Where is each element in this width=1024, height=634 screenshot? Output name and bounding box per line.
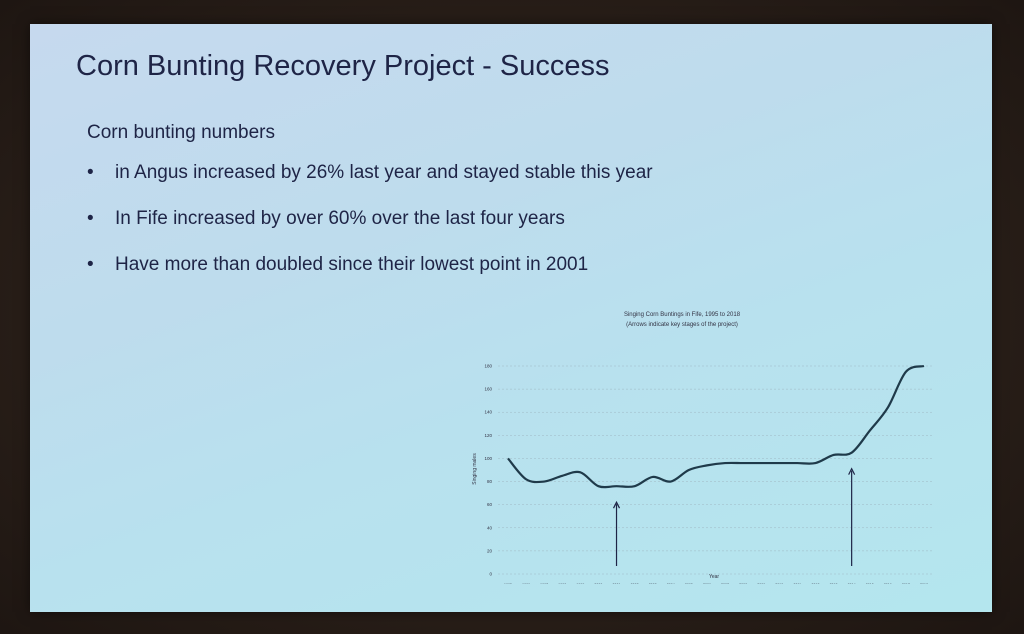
y-axis-label: Singing males [472, 453, 478, 485]
y-tick-label: 140 [484, 410, 492, 415]
bullet-text: Have more than doubled since their lowes… [115, 254, 589, 275]
bullet-dot-icon: • [87, 162, 94, 183]
x-tick-label: 2009 [757, 583, 765, 584]
y-axis: 0 20 40 60 80 100 120 140 160 180 [484, 364, 492, 577]
x-tick-label: 1995 [504, 583, 512, 584]
x-tick-label: 2006 [703, 583, 711, 584]
x-tick-label: 2017 [902, 583, 910, 584]
y-tick-label: 0 [489, 572, 492, 577]
corn-bunting-chart: Singing Corn Buntings in Fife, 1995 to 2… [472, 312, 932, 584]
bullet-list: • in Angus increased by 26% last year and… [87, 162, 653, 300]
bullet-item: • In Fife increased by over 60% over the … [87, 208, 653, 254]
project-stage-arrow [612, 500, 621, 566]
x-tick-label: 1996 [522, 583, 530, 584]
project-stage-arrow [848, 467, 856, 566]
y-tick-label: 100 [484, 456, 492, 461]
y-tick-label: 40 [487, 525, 493, 530]
x-tick-label: 1998 [558, 583, 566, 584]
x-tick-label: 2010 [775, 583, 783, 584]
y-tick-label: 20 [487, 548, 493, 553]
x-tick-label: 1997 [540, 583, 548, 584]
bullet-item: • Have more than doubled since their lowe… [87, 254, 653, 300]
x-tick-label: 2001 [613, 583, 621, 584]
bullet-dot-icon: • [87, 254, 94, 275]
slide-title: Corn Bunting Recovery Project - Success [76, 50, 610, 82]
chart-grid [498, 365, 932, 575]
bullet-item: • in Angus increased by 26% last year and… [87, 162, 653, 208]
x-axis-label: Year [709, 574, 719, 580]
x-tick-label: 2011 [794, 583, 802, 584]
x-axis: 1995 1996 1997 1998 1999 2000 2001 2002 2003 2004… [504, 583, 928, 584]
chart-title: Singing Corn Buntings in Fife, 1995 to 2… [624, 312, 741, 318]
x-tick-label: 2000 [594, 583, 602, 584]
bullet-text: in Angus increased by 26% last year and … [115, 162, 653, 183]
x-tick-label: 2003 [649, 583, 657, 584]
x-tick-label: 2002 [631, 583, 639, 584]
x-tick-label: 2004 [667, 583, 675, 584]
x-tick-label: 2005 [685, 583, 693, 584]
y-tick-label: 120 [484, 433, 492, 438]
bullet-text: In Fife increased by over 60% over the l… [115, 208, 565, 229]
slide: Corn Bunting Recovery Project - Success … [30, 24, 992, 612]
slide-subtitle: Corn bunting numbers [87, 122, 275, 143]
x-tick-label: 2018 [920, 583, 928, 584]
y-tick-label: 60 [487, 502, 493, 507]
x-tick-label: 2016 [884, 583, 892, 584]
y-tick-label: 160 [484, 387, 492, 392]
series-line [507, 364, 925, 489]
y-tick-label: 180 [484, 364, 492, 369]
x-tick-label: 1999 [576, 583, 584, 584]
x-tick-label: 2008 [739, 583, 747, 584]
bullet-dot-icon: • [87, 208, 94, 229]
x-tick-label: 2012 [811, 583, 819, 584]
x-tick-label: 2013 [830, 583, 838, 584]
x-tick-label: 2007 [721, 583, 729, 584]
chart-subtitle: (Arrows indicate key stages of the proje… [626, 322, 738, 328]
y-tick-label: 80 [487, 479, 493, 484]
arrows [612, 467, 856, 566]
x-tick-label: 2015 [866, 583, 874, 584]
